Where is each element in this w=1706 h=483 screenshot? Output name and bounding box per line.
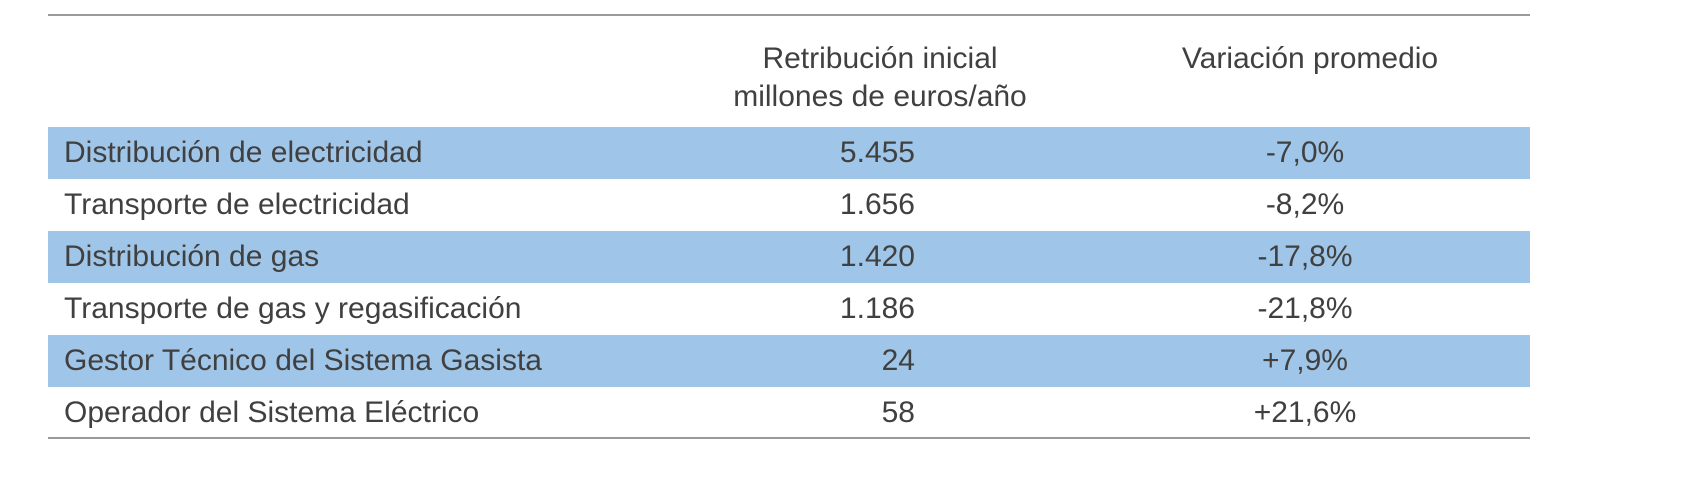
table-cell: Transporte de electricidad bbox=[64, 188, 410, 221]
table-cell: 1.656 bbox=[839, 188, 915, 221]
table-cell: 1.186 bbox=[839, 292, 915, 325]
table-cell: Transporte de gas y regasificación bbox=[64, 292, 522, 325]
table-cell: Gestor Técnico del Sistema Gasista bbox=[64, 344, 542, 377]
table-cell: 24 bbox=[881, 344, 915, 377]
table-cell: -17,8% bbox=[1257, 240, 1353, 273]
table-row: Transporte de gas y regasificación 1.186 -… bbox=[48, 283, 1530, 335]
table-cell: Distribución de electricidad bbox=[64, 136, 423, 169]
table-cell: Distribución de gas bbox=[64, 240, 320, 273]
table-cell: 1.420 bbox=[839, 240, 915, 273]
table-cell: -21,8% bbox=[1257, 292, 1353, 325]
table-row: Transporte de electricidad 1.656 -8,2% bbox=[48, 179, 1530, 231]
header-cell: Variación promedio bbox=[1181, 42, 1439, 75]
table-cell: -8,2% bbox=[1265, 188, 1345, 221]
header-cell: Retribución inicial millones de euros/añ… bbox=[733, 42, 1027, 113]
table-row: Operador del Sistema Eléctrico 58 +21,6% bbox=[48, 387, 1530, 439]
table-cell: Operador del Sistema Eléctrico bbox=[64, 396, 480, 429]
table-row: Distribución de gas 1.420 -17,8% bbox=[48, 231, 1530, 283]
table-cell: +7,9% bbox=[1262, 344, 1348, 377]
table-cell: 58 bbox=[881, 396, 915, 429]
table-row: Gestor Técnico del Sistema Gasista 24 +7,9… bbox=[48, 335, 1530, 387]
table-row: Distribución de electricidad 5.455 -7,0% bbox=[48, 127, 1530, 179]
table-cell: -7,0% bbox=[1265, 136, 1345, 169]
table-cell: +21,6% bbox=[1253, 396, 1357, 429]
bottom-rule bbox=[48, 437, 1530, 439]
table-cell: 5.455 bbox=[839, 136, 915, 169]
top-rule bbox=[48, 14, 1530, 16]
